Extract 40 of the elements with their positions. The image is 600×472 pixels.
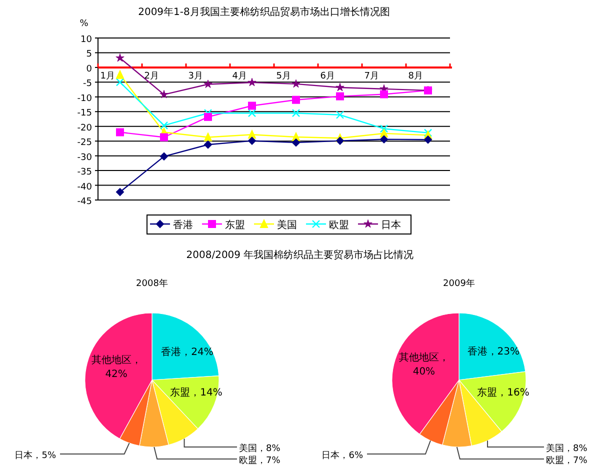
text: 2008/2009 年我国棉纺织品主要贸易市场占比情况	[186, 249, 414, 261]
slice-label: 日本，5%	[14, 450, 56, 461]
x-tick-label: 4月	[232, 71, 247, 82]
y-tick-label: -40	[77, 182, 92, 192]
legend-label: 美国	[277, 219, 297, 231]
slice-label: 美国，8%	[239, 443, 281, 454]
legend-label: 东盟	[225, 219, 245, 231]
y-tick-label: -15	[77, 108, 92, 119]
y-tick-label: -30	[77, 152, 92, 163]
y-axis-title: %	[80, 19, 89, 29]
x-tick-label: 2月	[144, 71, 159, 82]
slice-label: 美国，8%	[546, 443, 588, 454]
slice-label: 香港，24%	[161, 346, 214, 358]
y-tick-label: -10	[77, 94, 92, 104]
slice-label: 其他地区，40%	[398, 352, 449, 378]
slice-label: 欧盟，7%	[239, 455, 281, 466]
x-tick-label: 8月	[408, 71, 423, 82]
y-tick-label: -5	[83, 79, 92, 90]
y-tick-label: 10	[80, 35, 92, 45]
chart-title: 2009年1-8月我国主要棉纺织品贸易市场出口增长情况图	[138, 6, 390, 18]
x-tick-label: 1月	[100, 71, 115, 82]
slice-label: 欧盟，7%	[546, 455, 588, 466]
y-tick-label: 0	[86, 64, 92, 74]
y-tick-label: -35	[77, 168, 92, 178]
y-tick-label: -20	[77, 123, 92, 134]
y-tick-label: -25	[77, 138, 92, 148]
legend-label: 香港	[173, 219, 193, 231]
slice-label: 其他地区，42%	[91, 354, 142, 380]
slice-label: 日本，6%	[322, 450, 364, 461]
x-tick-label: 7月	[364, 71, 379, 82]
x-tick-label: 6月	[320, 71, 335, 82]
x-tick-label: 5月	[276, 71, 291, 82]
legend-label: 欧盟	[329, 219, 349, 231]
y-tick-label: 5	[86, 50, 92, 60]
legend-label: 日本	[381, 219, 401, 231]
y-tick-label: -45	[77, 197, 92, 207]
chart-subtitle: 2008年	[136, 278, 168, 289]
slice-label: 香港，23%	[467, 345, 520, 358]
x-tick-label: 3月	[188, 71, 203, 82]
chart-subtitle: 2009年	[443, 278, 475, 289]
